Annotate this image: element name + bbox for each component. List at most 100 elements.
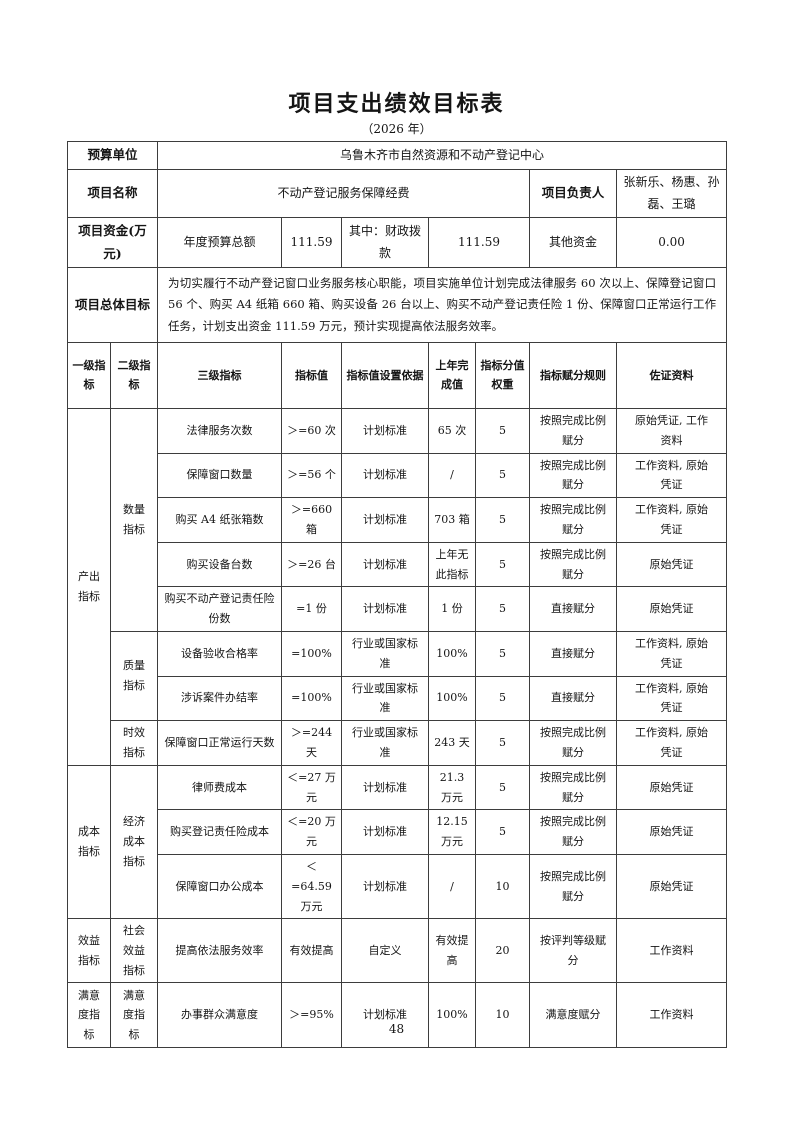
prev-year-cell: 100% bbox=[428, 630, 477, 677]
indicator-name-cell: 设备验收合格率 bbox=[157, 630, 283, 677]
indicator-name-cell: 购买设备台数 bbox=[157, 541, 283, 588]
value-basis-cell: 计划标准 bbox=[341, 853, 430, 920]
table-row: 满意度指标 满意度指标 办事群众满意度 ＞=95% 计划标准 100% 10 满… bbox=[67, 982, 728, 1049]
weight-cell: 5 bbox=[475, 497, 531, 543]
project-leader-label: 项目负责人 bbox=[529, 168, 618, 219]
prev-year-cell: 1 份 bbox=[428, 586, 477, 632]
level1-indicator-cell: 产出指标 bbox=[67, 407, 111, 766]
prev-year-cell: 100% bbox=[428, 982, 477, 1049]
scoring-rule-cell: 按照完成比例赋分 bbox=[529, 809, 618, 855]
column-header: 佐证资料 bbox=[616, 341, 728, 409]
scoring-rule-cell: 按照完成比例赋分 bbox=[529, 407, 618, 454]
indicator-value-cell: =1 份 bbox=[281, 586, 343, 632]
prev-year-cell: / bbox=[428, 853, 477, 920]
table-row: 购买不动产登记责任险份数 =1 份 计划标准 1 份 5 直接赋分 原始凭证 bbox=[68, 586, 728, 632]
evidence-cell: 原始凭证, 工作资料 bbox=[616, 407, 728, 454]
value-basis-cell: 计划标准 bbox=[341, 541, 430, 588]
prev-year-cell: 12.15 万元 bbox=[428, 809, 477, 855]
indicator-value-cell: ＞=60 次 bbox=[281, 407, 343, 454]
project-name-value: 不动产登记服务保障经费 bbox=[157, 168, 531, 219]
indicator-value-cell: =100% bbox=[281, 675, 343, 722]
evidence-cell: 原始凭证 bbox=[616, 764, 728, 811]
weight-cell: 5 bbox=[475, 541, 531, 588]
other-funds-label: 其他资金 bbox=[529, 217, 618, 269]
indicator-value-cell: =100% bbox=[281, 630, 343, 677]
scoring-rule-cell: 按照完成比例赋分 bbox=[529, 497, 618, 543]
weight-cell: 5 bbox=[475, 630, 531, 677]
indicator-value-cell: ＜=20 万元 bbox=[281, 809, 343, 855]
column-header: 指标分值权重 bbox=[475, 341, 531, 409]
level2-indicator-cell: 时效指标 bbox=[109, 720, 159, 766]
value-basis-cell: 行业或国家标准 bbox=[341, 720, 430, 766]
page-title: 项目支出绩效目标表 bbox=[288, 91, 505, 117]
prev-year-cell: 703 箱 bbox=[428, 497, 477, 543]
value-basis-cell: 行业或国家标准 bbox=[341, 630, 430, 677]
overall-goal-row: 项目总体目标 为切实履行不动产登记窗口业务服务核心职能，项目实施单位计划完成法律… bbox=[66, 267, 728, 343]
level2-indicator-cell: 社会效益指标 bbox=[109, 918, 159, 984]
column-header: 指标赋分规则 bbox=[529, 341, 618, 409]
budget-unit-value: 乌鲁木齐市自然资源和不动产登记中心 bbox=[157, 141, 728, 170]
table-row: 保障窗口数量 ＞=56 个 计划标准 / 5 按照完成比例赋分 工作资料, 原始… bbox=[68, 452, 728, 499]
value-basis-cell: 计划标准 bbox=[341, 982, 430, 1049]
evidence-cell: 工作资料 bbox=[616, 918, 728, 984]
table-row: 成本指标 经济成本指标 律师费成本 ＜=27 万元 计划标准 21.3 万元 5… bbox=[67, 764, 728, 920]
level1-indicator-cell: 成本指标 bbox=[67, 764, 111, 920]
indicator-value-cell: ＞=56 个 bbox=[281, 452, 343, 499]
project-funds-label: 项目资金(万元) bbox=[66, 217, 159, 269]
indicator-value-cell: ＜=64.59 万元 bbox=[281, 853, 343, 920]
value-basis-cell: 计划标准 bbox=[341, 586, 430, 632]
weight-cell: 5 bbox=[475, 764, 531, 811]
scoring-rule-cell: 按照完成比例赋分 bbox=[529, 452, 618, 499]
prev-year-cell: 有效提高 bbox=[428, 918, 477, 984]
indicator-name-cell: 保障窗口办公成本 bbox=[157, 853, 283, 920]
table-row: 保障窗口办公成本 ＜=64.59 万元 计划标准 / 10 按照完成比例赋分 原… bbox=[68, 853, 728, 920]
indicator-name-cell: 保障窗口数量 bbox=[157, 452, 283, 499]
evidence-cell: 原始凭证 bbox=[616, 809, 728, 855]
column-header: 指标值设置依据 bbox=[341, 341, 430, 409]
weight-cell: 10 bbox=[475, 982, 531, 1049]
prev-year-cell: 100% bbox=[428, 675, 477, 722]
indicator-value-cell: ＞=26 台 bbox=[281, 541, 343, 588]
table-row: 购买 A4 纸张箱数 ＞=660 箱 计划标准 703 箱 5 按照完成比例赋分… bbox=[68, 497, 728, 543]
overall-goal-text: 为切实履行不动产登记窗口业务服务核心职能，项目实施单位计划完成法律服务 60 次… bbox=[157, 267, 728, 343]
prev-year-cell: 65 次 bbox=[428, 407, 477, 454]
level1-indicator-cell: 满意度指标 bbox=[67, 982, 111, 1049]
prev-year-cell: 21.3 万元 bbox=[428, 764, 477, 811]
column-header: 上年完成值 bbox=[428, 341, 477, 409]
other-funds-value: 0.00 bbox=[616, 217, 728, 269]
scoring-rule-cell: 满意度赋分 bbox=[529, 982, 618, 1049]
indicator-name-cell: 购买登记责任险成本 bbox=[157, 809, 283, 855]
fiscal-allocation-label: 其中：财政拨款 bbox=[341, 217, 430, 269]
page-number: 48 bbox=[388, 1022, 405, 1036]
scoring-rule-cell: 按照完成比例赋分 bbox=[529, 853, 618, 920]
scoring-rule-cell: 按照完成比例赋分 bbox=[529, 720, 618, 766]
evidence-cell: 工作资料, 原始凭证 bbox=[616, 720, 728, 766]
indicator-name-cell: 保障窗口正常运行天数 bbox=[157, 720, 283, 766]
level2-indicator-cell: 经济成本指标 bbox=[109, 764, 159, 920]
level2-indicator-cell: 满意度指标 bbox=[109, 982, 159, 1049]
evidence-cell: 工作资料, 原始凭证 bbox=[616, 630, 728, 677]
table-row: 涉诉案件办结率 =100% 行业或国家标准 100% 5 直接赋分 工作资料, … bbox=[68, 675, 728, 722]
weight-cell: 5 bbox=[475, 586, 531, 632]
indicator-value-cell: ＜=27 万元 bbox=[281, 764, 343, 811]
indicator-value-cell: ＞=95% bbox=[281, 982, 343, 1049]
value-basis-cell: 计划标准 bbox=[341, 764, 430, 811]
evidence-cell: 工作资料, 原始凭证 bbox=[616, 452, 728, 499]
level2-indicator-cell: 数量指标 bbox=[109, 407, 159, 632]
weight-cell: 10 bbox=[475, 853, 531, 920]
table-row: 时效指标 保障窗口正常运行天数 ＞=244 天 行业或国家标准 243 天 5 … bbox=[68, 720, 728, 766]
weight-cell: 5 bbox=[475, 407, 531, 454]
value-basis-cell: 自定义 bbox=[341, 918, 430, 984]
indicator-name-cell: 律师费成本 bbox=[157, 764, 283, 811]
indicator-name-cell: 涉诉案件办结率 bbox=[157, 675, 283, 722]
column-header: 三级指标 bbox=[157, 341, 283, 409]
indicator-name-cell: 提高依法服务效率 bbox=[157, 918, 283, 984]
annual-budget-label: 年度预算总额 bbox=[157, 217, 283, 269]
column-header: 一级指标 bbox=[67, 341, 111, 409]
indicator-value-cell: 有效提高 bbox=[281, 918, 343, 984]
weight-cell: 5 bbox=[475, 675, 531, 722]
prev-year-cell: 243 天 bbox=[428, 720, 477, 766]
indicator-header-row: 一级指标 二级指标 三级指标 指标值 指标值设置依据 上年完成值 指标分值权重 … bbox=[67, 341, 728, 409]
value-basis-cell: 计划标准 bbox=[341, 497, 430, 543]
project-name-label: 项目名称 bbox=[66, 168, 159, 219]
